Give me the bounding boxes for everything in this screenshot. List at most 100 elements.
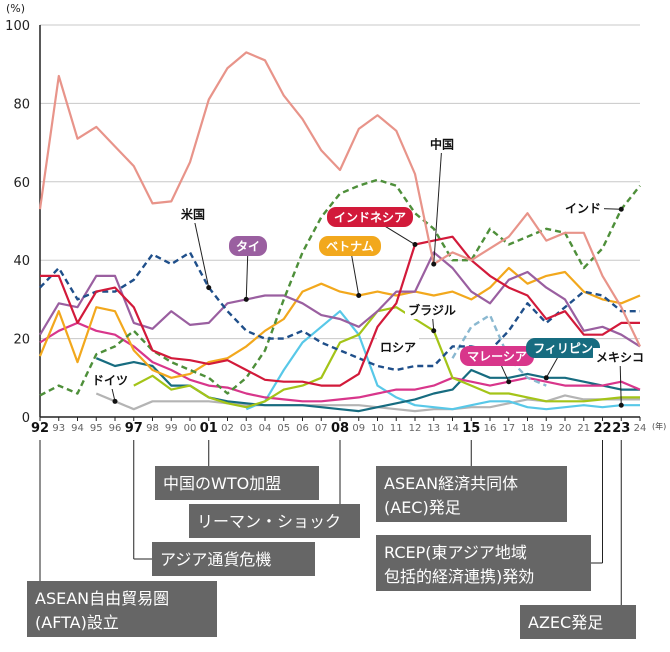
event-label: ASEAN経済共同体: [384, 474, 518, 493]
series-line: [133, 306, 640, 409]
x-tick-label: 21: [577, 423, 590, 434]
x-unit-label: (年): [652, 421, 666, 431]
x-tick-label: 92: [31, 421, 49, 436]
x-tick-label: 94: [71, 423, 84, 434]
event-box: [155, 466, 319, 500]
x-tick-label: 10: [371, 423, 384, 434]
event-box: [189, 504, 360, 538]
event-label: 包括的経済連携)発効: [384, 567, 534, 586]
series-label: 米国: [181, 207, 205, 222]
event-label: AZEC発足: [528, 613, 603, 632]
x-tick-label: 19: [540, 423, 553, 434]
series-label: インド: [565, 202, 601, 216]
series-label: ブラジル: [408, 303, 456, 318]
label-anchor-dot: [618, 206, 624, 212]
series-label: ロシア: [380, 341, 416, 355]
series-label-box: [526, 338, 600, 358]
series-line: [39, 251, 641, 348]
event-box: [520, 605, 636, 639]
event-label: アジア通貨危機: [160, 550, 271, 569]
series-label-box: [460, 346, 534, 366]
y-tick-label: 40: [13, 254, 30, 269]
x-tick-label: 95: [90, 423, 103, 434]
label-anchor-dot: [206, 285, 212, 291]
series-label-bg: [593, 348, 647, 366]
label-anchor-dot: [543, 375, 549, 381]
label-anchor-dot: [412, 242, 418, 248]
x-tick-label: 01: [200, 421, 218, 436]
series-label: ベトナム: [326, 240, 374, 254]
x-tick-label: 22: [593, 421, 611, 436]
series-label-box: [319, 236, 381, 256]
x-tick-label: 15: [462, 421, 480, 436]
series-label: フィリピン: [533, 342, 593, 356]
x-tick-label: 24: [634, 423, 647, 434]
x-tick-label: 20: [559, 423, 572, 434]
event-box: [152, 542, 315, 576]
x-tick-label: 98: [146, 423, 159, 434]
label-leader-line: [433, 143, 443, 265]
x-tick-label: 97: [125, 421, 143, 436]
event-label: RCEP(東アジア地域: [384, 543, 527, 562]
series-label: メキシコ: [596, 351, 644, 365]
label-anchor-dot: [112, 398, 118, 404]
series-label: タイ: [236, 240, 260, 254]
series-line: [38, 266, 641, 379]
y-tick-label: 60: [13, 176, 30, 191]
y-axis: 0 20 40 60 80 100: [5, 19, 41, 426]
x-axis: 92 93 94 95 96 97 98 99 00 01 02 03 04 05 06 07 08 09 10 11…: [31, 417, 646, 436]
x-tick-label: 03: [240, 423, 253, 434]
y-tick-label: 100: [5, 19, 30, 34]
series-line: [39, 251, 640, 372]
x-tick-label: 00: [184, 423, 197, 434]
series-label-bg: [562, 199, 604, 217]
x-tick-label: 11: [390, 423, 403, 434]
series-label-bg: [427, 135, 457, 153]
x-tick-label: 96: [109, 423, 122, 434]
series-label: マレーシア: [467, 350, 527, 364]
event-label: (AEC)発足: [384, 498, 461, 517]
series-lines: [38, 51, 641, 413]
x-tick-label: 12: [409, 423, 422, 434]
series-label-bg: [89, 371, 131, 389]
series-line: [38, 51, 641, 347]
series-line: [245, 310, 640, 411]
y-tick-label: 20: [13, 333, 30, 348]
x-tick-label: 16: [484, 423, 497, 434]
series-label-box: [229, 236, 267, 256]
label-leader-line: [192, 213, 210, 288]
y-unit-label: (%): [6, 2, 25, 15]
event-label: (AFTA)設立: [35, 613, 119, 632]
series-line: [40, 235, 640, 387]
label-anchor-dot: [431, 328, 437, 334]
x-tick-label: 05: [277, 423, 290, 434]
series-label-bg: [178, 205, 208, 223]
x-tick-label: 18: [521, 423, 534, 434]
series-line: [39, 321, 641, 403]
x-tick-label: 99: [165, 423, 178, 434]
event-label: ASEAN自由貿易圏: [35, 589, 169, 608]
series-label-box: [327, 207, 413, 227]
x-tick-label: 04: [259, 423, 272, 434]
label-anchor-dot: [431, 261, 437, 267]
series-label: 中国: [430, 137, 454, 152]
label-anchor-dot: [618, 402, 624, 408]
event-box: [376, 535, 591, 591]
x-tick-label: 02: [221, 423, 234, 434]
x-tick-label: 17: [502, 423, 515, 434]
series-label: ドイツ: [92, 374, 128, 388]
x-tick-label: 13: [427, 423, 440, 434]
y-tick-label: 80: [13, 97, 30, 112]
series-label-bg: [377, 338, 419, 356]
x-tick-label: 07: [315, 423, 328, 434]
grid: [40, 24, 640, 418]
label-anchor-dot: [506, 379, 512, 385]
event-box: [27, 581, 217, 637]
event-label: 中国のWTO加盟: [163, 474, 281, 493]
x-tick-label: 09: [352, 423, 365, 434]
event-box: [376, 466, 567, 522]
x-tick-label: 06: [296, 423, 309, 434]
x-tick-label: 08: [331, 421, 349, 436]
